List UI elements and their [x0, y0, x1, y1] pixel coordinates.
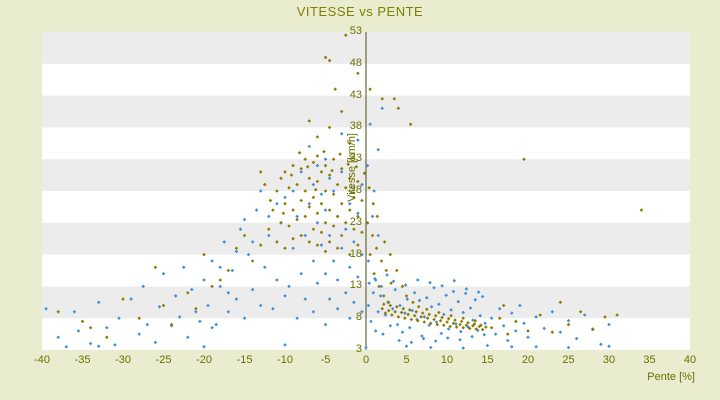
x-tick-label: 25 [562, 354, 575, 366]
x-tick-label: 30 [602, 354, 616, 366]
y-tick-label: 18 [349, 247, 362, 260]
y-tick-label: 43 [349, 88, 362, 101]
x-tick-label: -15 [236, 354, 253, 366]
x-tick-label: 0 [362, 354, 370, 366]
x-tick-label: -10 [277, 354, 293, 366]
x-tick-label: 5 [403, 354, 410, 366]
x-tick-label: -40 [34, 354, 50, 366]
y-tick-label: 33 [349, 152, 362, 165]
y-tick-label: 53 [349, 25, 362, 37]
chart-title: VITESSE vs PENTE [296, 4, 424, 19]
x-tick-label: 15 [481, 354, 494, 366]
y-tick-label: 23 [349, 215, 362, 228]
x-tick-label: 20 [521, 354, 535, 366]
x-tick-label: -5 [320, 354, 331, 366]
x-tick-label: -20 [196, 354, 212, 366]
x-tick-label: 10 [440, 354, 454, 366]
y-axis-title: Vitesse [km/h] [346, 133, 358, 202]
y-tick-label: 28 [349, 184, 362, 196]
x-tick-label: 40 [683, 354, 697, 366]
x-tick-label: -30 [115, 354, 131, 366]
y-tick-label: 3 [355, 343, 362, 355]
x-tick-label: -35 [74, 354, 91, 366]
y-tick-label: 13 [349, 279, 362, 292]
y-tick-label: 48 [349, 56, 362, 69]
y-tick-label: 38 [349, 120, 362, 133]
y-tick-label: 8 [355, 311, 362, 324]
x-axis-title: Pente [%] [647, 371, 695, 383]
x-tick-label: 35 [643, 354, 656, 366]
x-tick-label: -25 [155, 354, 172, 366]
